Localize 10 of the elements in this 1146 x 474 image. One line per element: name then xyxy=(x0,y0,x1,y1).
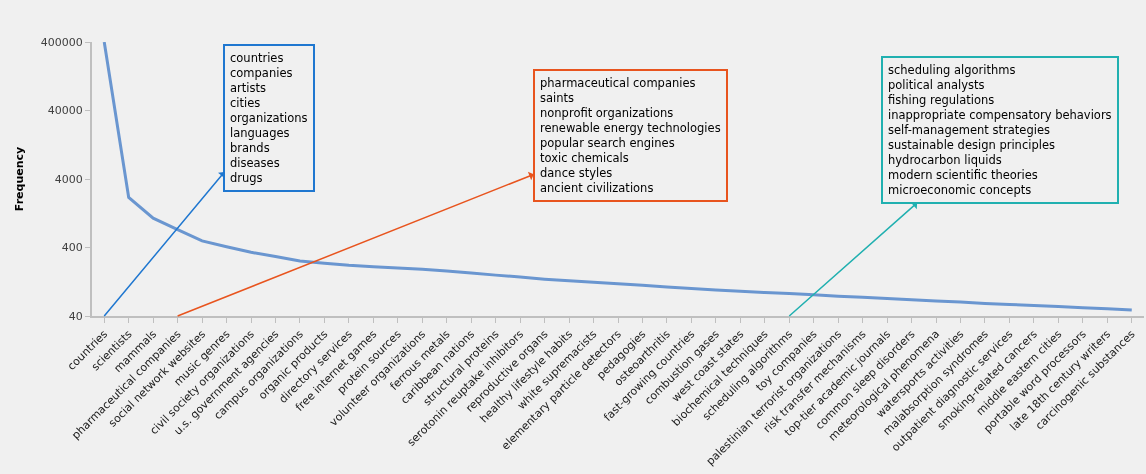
annotation: pharmaceutical companies saints nonprofit organizations renewable energy technologies popular search engines toxic chemicals dance styles ancient civilizations xyxy=(540,76,721,195)
text: scheduling algorithms political analysts fishing regulations inappropriate compensatory behaviors self-management strategies sustainable design principles hydrocarbon liquids modern scientific theories microeconomic concepts xyxy=(888,63,1112,197)
line-series xyxy=(102,42,1134,312)
y-tick-label: 400000 xyxy=(40,35,83,49)
y-tick-label: 40 xyxy=(68,309,83,323)
text: countries companies artists cities organizations languages brands diseases drugs xyxy=(230,51,308,185)
y-axis-title: Frequency xyxy=(12,146,26,212)
y-tick-label: 4000 xyxy=(54,172,83,186)
y-tick-label: 40000 xyxy=(47,104,83,118)
y-tick-label: 400 xyxy=(61,241,83,255)
